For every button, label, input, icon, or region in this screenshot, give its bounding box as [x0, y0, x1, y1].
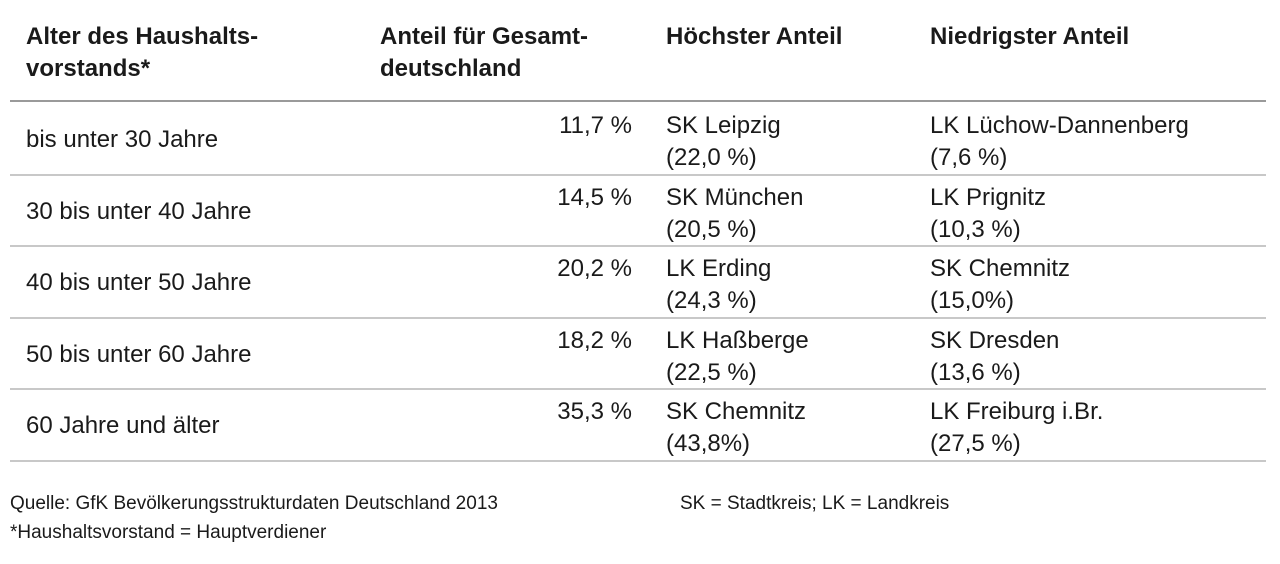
highest: (24,3 %)	[666, 287, 757, 315]
header-cell: Höchster Anteil	[666, 23, 843, 50]
share: 18,2 %	[557, 326, 632, 354]
highest: SK Leipzig	[666, 112, 781, 139]
age-group: bis unter 30 Jahre	[26, 126, 219, 153]
highest: LK Erding	[666, 255, 772, 283]
highest: (43,8%)	[666, 430, 751, 458]
lowest: LK Prignitz	[930, 183, 1047, 211]
highest: (22,0 %)	[666, 144, 757, 171]
lowest: (15,0%)	[930, 287, 1015, 315]
age-group: 60 Jahre und älter	[26, 412, 220, 440]
highest: LK Haßberge	[666, 326, 809, 354]
lowest: LK Freiburg i.Br.	[930, 398, 1104, 426]
highest: SK München	[666, 183, 804, 211]
lowest: SK Dresden	[930, 326, 1060, 354]
row-rule	[10, 316, 1266, 319]
header-cell: Alter des Haushalts-	[26, 23, 259, 50]
footer-legend: SK = Stadtkreis; LK = Landkreis	[680, 493, 950, 514]
lowest: LK Lüchow-Dannenberg	[930, 112, 1189, 139]
share: 14,5 %	[557, 183, 632, 211]
row-rule	[10, 173, 1266, 176]
footer-note: *Haushaltsvorstand = Hauptverdiener	[10, 522, 327, 543]
lowest: SK Chemnitz	[930, 255, 1071, 283]
highest: (22,5 %)	[666, 358, 757, 386]
lowest: (13,6 %)	[930, 358, 1021, 386]
highest: SK Chemnitz	[666, 398, 807, 426]
header-cell: Anteil für Gesamt-	[380, 23, 589, 50]
row-rule	[10, 460, 1266, 462]
header-cell: deutschland	[380, 55, 522, 82]
age-group: 40 bis unter 50 Jahre	[26, 269, 252, 297]
lowest: (7,6 %)	[930, 144, 1008, 171]
highest: (20,5 %)	[666, 215, 757, 243]
lowest: (10,3 %)	[930, 215, 1021, 243]
header-cell: Niedrigster Anteil	[930, 23, 1130, 50]
share: 11,7 %	[559, 112, 632, 139]
age-group: 50 bis unter 60 Jahre	[26, 340, 252, 368]
header-rule	[10, 100, 1266, 102]
header-cell: vorstands*	[26, 55, 151, 82]
age-group: 30 bis unter 40 Jahre	[26, 197, 252, 225]
row-rule	[10, 388, 1266, 391]
share: 20,2 %	[557, 255, 632, 283]
lowest: (27,5 %)	[930, 430, 1021, 458]
row-rule	[10, 245, 1266, 248]
footer-source: Quelle: GfK Bevölkerungsstrukturdaten De…	[10, 493, 498, 514]
share: 35,3 %	[557, 398, 632, 426]
